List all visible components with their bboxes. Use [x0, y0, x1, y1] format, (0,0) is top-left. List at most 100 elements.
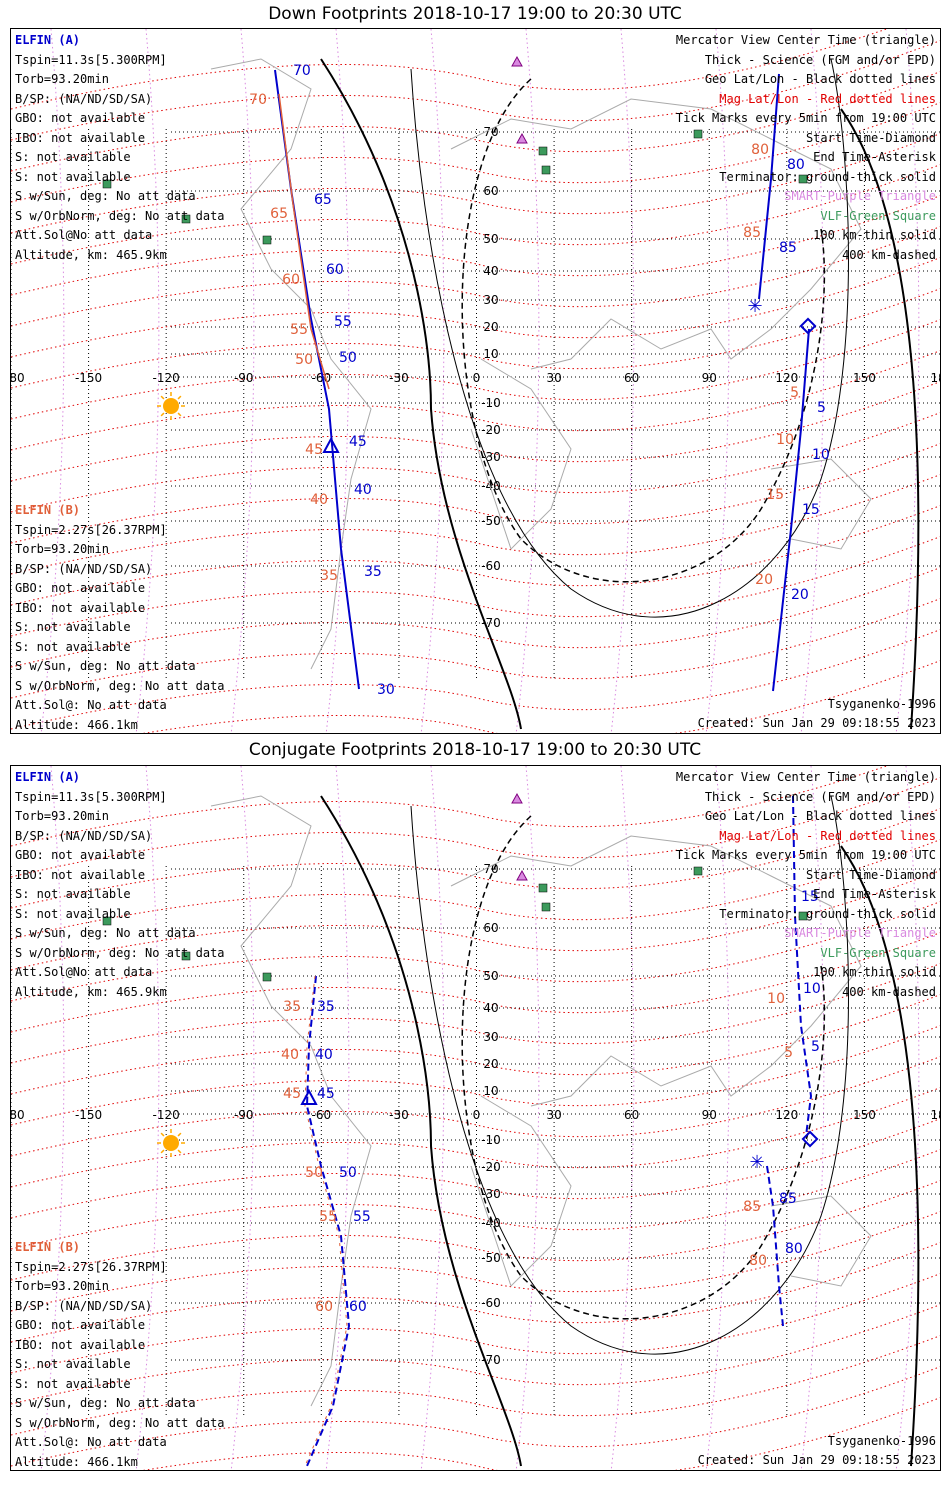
- elfin-a-track: [305, 975, 351, 1467]
- legend-geo: Geo Lat/Lon - Black dotted lines: [704, 809, 936, 823]
- mag-lat-line: [142, 660, 940, 733]
- sun-ray: [160, 412, 165, 417]
- legend-mag: Mag Lat/Lon - Red dotted lines: [719, 91, 936, 106]
- terminator-100km: [410, 795, 849, 1355]
- info-line: Altitude, km: 465.9km: [15, 984, 167, 999]
- smart-triangle-icon: [511, 55, 523, 67]
- elfin-a-tick-label: 55: [334, 314, 352, 330]
- elfin-b-tick-label: 10: [812, 447, 830, 463]
- elfin-a-mag-tick-label: 55: [319, 1209, 337, 1225]
- mag-lat-line: [11, 195, 940, 296]
- lon-label: 150: [853, 1108, 876, 1122]
- elfin-b-mag-tick-label: 10: [767, 991, 785, 1007]
- vlf-square-icon: [102, 179, 112, 189]
- lat-label: 40: [483, 1001, 498, 1015]
- mag-lat-line: [11, 808, 940, 909]
- mag-lat-line: [11, 932, 940, 1033]
- info-line: Att.Sol@: No att data: [15, 1435, 167, 1449]
- mag-lat-line: [11, 766, 888, 847]
- legend-smart: SMART-Purple Triangle: [784, 189, 936, 203]
- elfin-a-info: ELFIN (A) Tspin=11.3s[5.300RPM] Torb=93.2…: [15, 768, 225, 1002]
- mag-lat-line: [142, 1397, 940, 1470]
- elfin-a-tick-label: 55: [353, 1209, 371, 1225]
- center-time-triangle-icon: [300, 1088, 318, 1105]
- mag-lat-line: [11, 1025, 940, 1126]
- sun-ray: [160, 395, 165, 400]
- mag-lat-line: [11, 1211, 940, 1312]
- mag-lon-line: [800, 29, 825, 733]
- lat-label: 60: [483, 921, 498, 935]
- elfin-b-lines: Tspin=2.27s[26.37RPM] Torb=93.20min B/SP: …: [15, 521, 225, 734]
- elfin-a-tick-label: 60: [349, 1299, 367, 1315]
- mag-lon-line: [230, 29, 255, 733]
- lat-label: -30: [481, 450, 501, 464]
- mag-lat-line: [11, 1304, 940, 1405]
- lon-label: 30: [546, 1108, 561, 1122]
- legend-center-time: Mercator View Center Time (triangle): [675, 33, 936, 47]
- info-line: S: not available: [15, 620, 131, 634]
- mag-lon-line: [40, 29, 65, 733]
- vlf-square-icon: [262, 235, 272, 245]
- legend-smart: SMART-Purple Triangle: [784, 926, 936, 940]
- mag-lat-line: [11, 1335, 940, 1436]
- lat-label: 10: [483, 347, 498, 361]
- sun-ray: [160, 1132, 165, 1137]
- elfin-a-tick-label: 65: [314, 192, 332, 208]
- elfin-a-mag-tick-label: 40: [310, 492, 328, 508]
- lat-label: 10: [483, 1084, 498, 1098]
- terminator-ground: [320, 795, 522, 1467]
- elfin-a-tick-label: 35: [317, 999, 335, 1015]
- info-line: S w/OrbNorm, deg: No att data: [15, 208, 225, 223]
- elfin-b-tick-label: 80: [787, 157, 805, 173]
- info-line: S w/OrbNorm, deg: No att data: [15, 945, 225, 960]
- mag-lon-line: [40, 766, 65, 1470]
- mag-lat-line: [11, 536, 940, 637]
- info-line: Torb=93.20min: [15, 1279, 109, 1293]
- lat-label: 20: [483, 320, 498, 334]
- terminator-ground-east: [840, 845, 920, 1467]
- mag-lat-line: [11, 1273, 940, 1374]
- legend-ticks: Tick Marks every 5min from 19:00 UTC: [675, 111, 936, 125]
- vlf-square-icon: [541, 902, 551, 912]
- center-time-triangle-icon: [322, 436, 340, 453]
- mag-lat-line: [11, 1366, 940, 1467]
- vlf-square-icon: [181, 214, 191, 224]
- elfin-b-tick-label: 5: [817, 400, 826, 416]
- info-line: GBO: not available: [15, 581, 146, 595]
- end-asterisk-icon: ✳: [747, 296, 762, 317]
- sun-ray: [160, 1149, 165, 1154]
- panel-title-down: Down Footprints 2018-10-17 19:00 to 20:3…: [268, 4, 682, 24]
- info-line: S w/Sun, deg: No att data: [15, 659, 196, 673]
- elfin-b-lines: Tspin=2.27s[26.37RPM] Torb=93.20min B/SP: …: [15, 1258, 225, 1471]
- mag-lon-line: [610, 766, 635, 1470]
- elfin-b-mag-tick-label: 85: [743, 225, 761, 241]
- mag-lon-line: [420, 29, 445, 733]
- elfin-a-mag-tick-label: 50: [305, 1165, 323, 1181]
- info-line: S: not available: [15, 1357, 131, 1371]
- lat-label: -20: [481, 1160, 501, 1174]
- smart-triangle-icon: [516, 869, 528, 881]
- elfin-a-mag-tick-label: 45: [305, 442, 323, 458]
- elfin-a-mag-tick-label: 55: [290, 322, 308, 338]
- mag-lon-line: [135, 766, 160, 1470]
- mag-lon-line: [135, 29, 160, 733]
- info-line: IBO: not available: [15, 1337, 146, 1352]
- lat-label: 60: [483, 184, 498, 198]
- lon-label: -150: [75, 1108, 102, 1122]
- mag-lat-line: [11, 839, 940, 940]
- mag-lon-line: [230, 766, 255, 1470]
- info-line: S: not available: [15, 906, 131, 921]
- info-line: Att.Sol@: No att data: [15, 698, 167, 712]
- mag-lat-line: [11, 1149, 940, 1250]
- info-line: IBO: not available: [15, 867, 146, 882]
- legend-100km: 100 km-thin solid: [813, 965, 936, 979]
- info-line: B/SP: (NA/ND/SD/SA): [15, 1298, 153, 1313]
- info-line: S w/Sun, deg: No att data: [15, 926, 196, 940]
- mag-lat-line: [11, 443, 940, 544]
- elfin-b-tick-label: 85: [779, 1191, 797, 1207]
- info-line: S w/OrbNorm, deg: No att data: [15, 678, 225, 693]
- mag-lat-line: [11, 567, 940, 668]
- map-canvas: 70605040302010-10-20-30-40-50-60-70-180-…: [11, 766, 940, 1470]
- elfin-a-tick-label: 45: [349, 434, 367, 450]
- elfin-a-mag-tick-label: 70: [249, 92, 267, 108]
